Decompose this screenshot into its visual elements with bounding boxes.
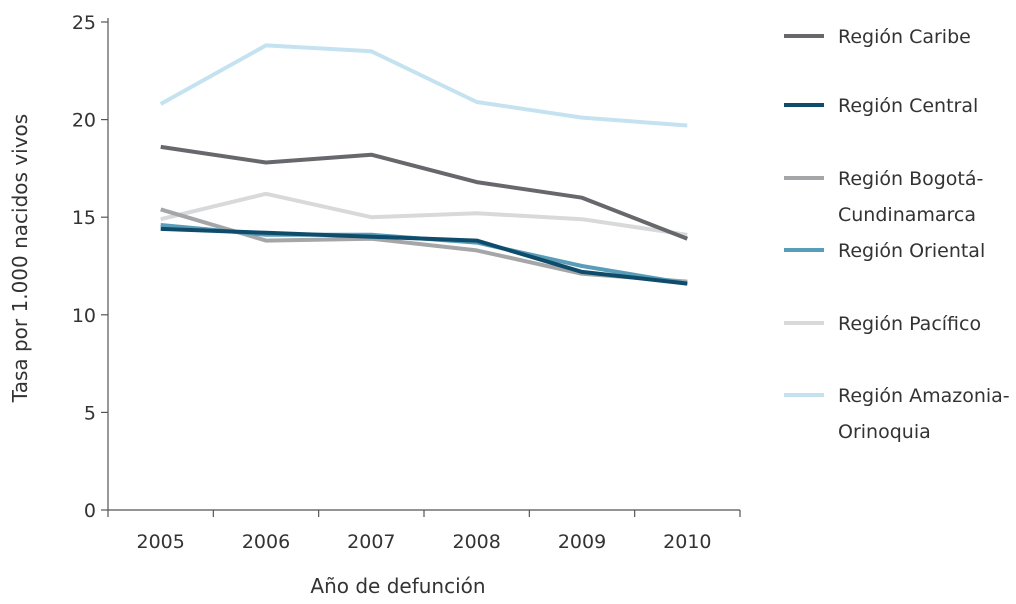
series-line-0 (160, 144, 689, 241)
series-lines (159, 43, 689, 286)
y-tick-label: 10 (72, 305, 96, 327)
x-axis-title: Año de defunción (310, 574, 485, 598)
x-tick-label: 2007 (347, 531, 395, 553)
y-tick-label: 25 (72, 12, 96, 34)
series-line-1 (160, 226, 688, 286)
y-axis-title: Tasa por 1.000 nacidos vivos (8, 114, 32, 403)
y-tick-label: 0 (84, 500, 96, 522)
x-tick-label: 2009 (558, 531, 606, 553)
legend-item: Región Bogotá- Cundinamarca (784, 168, 983, 226)
legend-item: Región Central (784, 95, 978, 117)
legend: Región Caribe Región Central Región Bogotá… (784, 26, 1010, 443)
legend-item: Región Caribe (784, 26, 971, 48)
y-tick-label: 5 (84, 402, 96, 424)
series-line-4 (160, 191, 688, 237)
legend-label: Región Pacífico (838, 313, 981, 335)
legend-label: Orinoquia (838, 421, 931, 443)
legend-item: Región Pacífico (784, 313, 981, 335)
legend-label: Región Bogotá- (838, 168, 983, 190)
legend-label: Región Central (838, 95, 978, 117)
legend-label: Región Oriental (838, 240, 985, 262)
legend-label: Región Amazonia- (838, 385, 1010, 407)
legend-label: Cundinamarca (838, 204, 976, 226)
legend-label: Región Caribe (838, 26, 971, 48)
x-tick-label: 2010 (663, 531, 711, 553)
y-tick-label: 15 (72, 207, 96, 229)
y-tick-label: 20 (72, 110, 96, 132)
x-tick-label: 2006 (242, 531, 290, 553)
x-tick-label: 2005 (136, 531, 184, 553)
legend-item: Región Amazonia- Orinoquia (784, 385, 1010, 443)
legend-item: Región Oriental (784, 240, 985, 262)
x-tick-label: 2008 (452, 531, 500, 553)
axes: 0 5 10 15 20 25 2005 2006 2007 2008 2009 2010 (72, 12, 741, 553)
series-line-5 (159, 43, 688, 128)
